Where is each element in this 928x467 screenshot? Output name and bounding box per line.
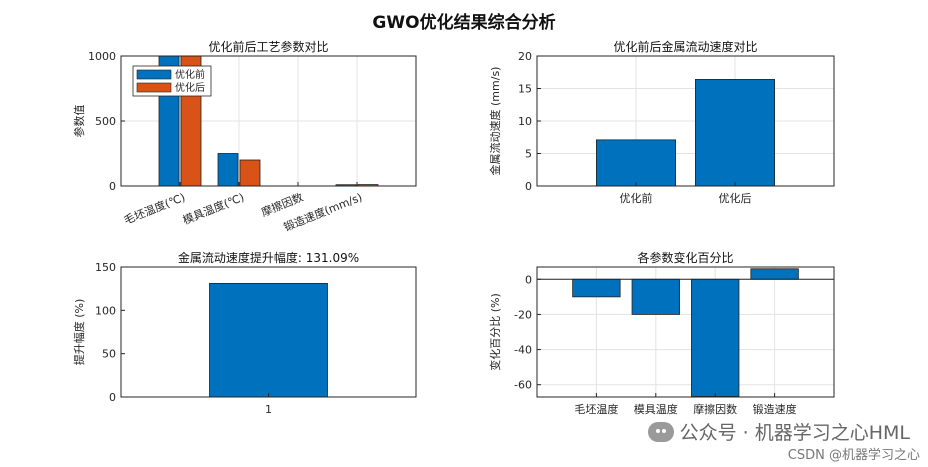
bars-group <box>572 268 799 397</box>
y-axis-label: 提升幅度 (%) <box>72 299 86 366</box>
legend-label: 优化前 <box>175 68 205 81</box>
x-tick-label: 摩擦因数 <box>693 402 737 416</box>
bar <box>691 278 740 397</box>
legend-swatch-after <box>136 82 172 93</box>
chart-title: 金属流动速度提升幅度: 131.09% <box>178 250 359 265</box>
x-tick-label: 模具温度 <box>634 402 678 416</box>
bars-group <box>209 282 328 397</box>
watermark-text: 公众号 · 机器学习之心HML <box>679 422 910 444</box>
y-tick-label: -60 <box>514 379 532 392</box>
x-tick-label: 优化后 <box>719 191 752 205</box>
legend-swatch-before <box>136 69 172 80</box>
y-tick-label: 100 <box>95 304 116 317</box>
y-tick-label: 150 <box>95 261 116 274</box>
y-tick-label: 0 <box>525 180 532 193</box>
x-tick-label: 毛坯温度 <box>574 402 618 416</box>
bar <box>572 278 621 298</box>
y-axis-label: 金属流动速度 (mm/s) <box>488 67 502 176</box>
wechat-icon <box>647 421 674 442</box>
bar <box>209 282 328 397</box>
watermark: 公众号 · 机器学习之心HML <box>647 418 910 445</box>
y-axis-label: 变化百分比 (%) <box>488 293 502 371</box>
y-tick-label: 50 <box>102 348 116 361</box>
bar <box>750 268 799 280</box>
figure-title: GWO优化结果综合分析 <box>372 13 556 33</box>
chart-title: 优化前后金属流动速度对比 <box>613 39 757 54</box>
y-tick-label: 10 <box>518 115 532 128</box>
bar-after <box>357 184 379 186</box>
x-tick-label: 模具温度(℃) <box>181 190 246 227</box>
y-tick-label: 1000 <box>88 50 116 63</box>
bars-group <box>596 79 776 186</box>
x-tick-label: 1 <box>265 403 272 416</box>
axes-box <box>536 266 835 398</box>
y-tick-label: 5 <box>525 148 532 161</box>
y-tick-label: 0 <box>109 180 116 193</box>
x-tick-label: 锻造速度 <box>753 402 797 416</box>
x-tick-label: 优化前 <box>620 191 653 205</box>
y-tick-label: 20 <box>518 50 532 63</box>
chart-title: 优化前后工艺参数对比 <box>208 39 328 54</box>
bar-after <box>239 159 261 186</box>
x-tick-label: 毛坯温度(℃) <box>122 190 187 227</box>
y-axis-label: 参数值 <box>72 105 86 138</box>
y-tick-label: 500 <box>95 115 116 128</box>
y-tick-label: -20 <box>514 308 532 321</box>
legend-label: 优化后 <box>175 81 205 94</box>
y-tick-label: 0 <box>525 273 532 286</box>
chart-title: 各参数变化百分比 <box>637 250 733 265</box>
y-tick-label: 15 <box>518 83 532 96</box>
bar <box>596 139 677 186</box>
y-tick-label: 0 <box>109 391 116 404</box>
csdn-mark: CSDN @机器学习之心 <box>787 448 920 463</box>
y-tick-label: -40 <box>514 344 532 357</box>
bar <box>695 79 776 186</box>
bar-before <box>217 153 239 186</box>
bar <box>631 278 680 315</box>
